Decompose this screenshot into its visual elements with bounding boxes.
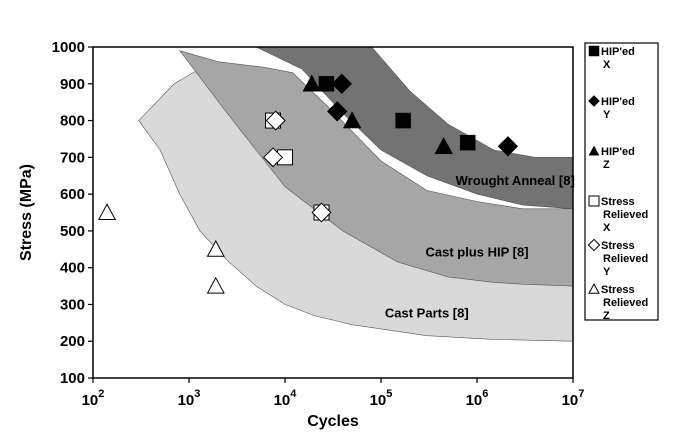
legend-marker-hip-ed-z <box>588 145 600 156</box>
legend-label: Stress <box>601 196 635 208</box>
x-tick-label: 107 <box>562 388 585 409</box>
legend: HIP'edXHIP'edYHIP'edZStressRelievedXStre… <box>584 42 659 322</box>
x-tick-base: 10 <box>274 392 291 409</box>
markers-layer <box>97 73 519 294</box>
point-hip-ed-z-3 <box>434 136 453 155</box>
x-tick-label: 104 <box>274 388 298 409</box>
x-axis-ticks: 102 103 104 105 106 107 <box>82 378 585 409</box>
point-stress-relieved-z-3 <box>206 276 225 294</box>
point-stress-relieved-z-2 <box>206 239 225 257</box>
y-tick-label: 500 <box>60 223 85 240</box>
point-stress-relieved-y-2 <box>262 147 284 168</box>
x-tick-exponent: 2 <box>98 388 104 400</box>
y-tick-label: 200 <box>60 333 85 350</box>
point-stress-relieved-y-1 <box>265 110 286 131</box>
region-cast-plus-hip-8 <box>178 50 573 287</box>
y-tick-label: 400 <box>60 260 85 277</box>
x-tick-label: 102 <box>82 388 105 409</box>
legend-label: HIP'ed <box>601 96 635 108</box>
y-tick-label: 300 <box>60 296 85 313</box>
x-tick-base: 10 <box>466 392 483 409</box>
legend-marker-stress-relieved-y <box>587 238 601 252</box>
legend-label: HIP'ed <box>601 46 635 58</box>
legend-label: X <box>603 222 611 234</box>
region-label: Cast Parts [8] <box>385 305 469 320</box>
region-label: Wrought Anneal [8] <box>456 173 575 188</box>
y-tick-label: 900 <box>60 76 85 93</box>
x-tick-exponent: 5 <box>386 388 392 400</box>
region-labels-layer: Wrought Anneal [8] Cast plus HIP [8] Cast … <box>385 173 575 320</box>
legend-marker-hip-ed-x <box>588 45 600 57</box>
x-tick-base: 10 <box>562 392 579 409</box>
y-tick-label: 800 <box>60 113 85 130</box>
legend-label: Stress <box>601 284 635 296</box>
point-hip-ed-z-1 <box>302 74 321 92</box>
legend-marker-stress-relieved-x <box>588 195 600 207</box>
point-stress-relieved-y-3 <box>311 202 332 223</box>
legend-label: Z <box>603 310 610 322</box>
y-axis-ticks: 100 200 300 400 500 600 700 800 900 1000 <box>52 39 93 387</box>
plot-frame <box>92 46 574 379</box>
point-hip-ed-y-3 <box>497 136 519 157</box>
legend-label: Stress <box>601 240 635 252</box>
x-tick-label: 105 <box>370 388 393 409</box>
legend-label: Z <box>603 159 610 171</box>
x-tick-exponent: 4 <box>290 388 297 400</box>
y-tick-label: 1000 <box>52 39 85 56</box>
point-hip-ed-y-1 <box>331 73 353 95</box>
legend-label: Y <box>603 109 611 121</box>
x-tick-base: 10 <box>370 392 387 409</box>
point-hip-ed-x-3 <box>459 134 476 151</box>
point-stress-relieved-z-1 <box>97 203 117 221</box>
x-tick-exponent: 7 <box>578 388 584 400</box>
y-tick-label: 700 <box>60 149 85 166</box>
y-axis-title: Stress (MPa) <box>18 164 35 261</box>
x-tick-exponent: 6 <box>482 388 488 400</box>
legend-label: X <box>603 59 611 71</box>
legend-marker-stress-relieved-z <box>588 282 600 294</box>
x-tick-exponent: 3 <box>194 388 200 400</box>
legend-marker-hip-ed-y <box>588 95 600 107</box>
region-label: Cast plus HIP [8] <box>425 245 528 260</box>
point-hip-ed-y-2 <box>326 101 348 122</box>
y-tick-label: 600 <box>60 186 85 203</box>
legend-label: Relieved <box>603 253 648 265</box>
point-hip-ed-x-2 <box>395 112 411 129</box>
legend-box <box>584 42 659 321</box>
x-tick-base: 10 <box>82 392 99 409</box>
regions-layer <box>138 47 573 342</box>
y-tick-label: 100 <box>60 370 85 387</box>
point-hip-ed-z-2 <box>342 111 362 129</box>
x-axis-title: Cycles <box>307 413 359 430</box>
legend-label: Relieved <box>603 297 648 309</box>
x-tick-base: 10 <box>178 392 195 409</box>
x-tick-label: 106 <box>466 388 489 409</box>
legend-label: HIP'ed <box>601 146 635 158</box>
x-tick-label: 103 <box>178 388 201 409</box>
legend-label: Relieved <box>603 209 648 221</box>
legend-label: Y <box>603 266 611 278</box>
